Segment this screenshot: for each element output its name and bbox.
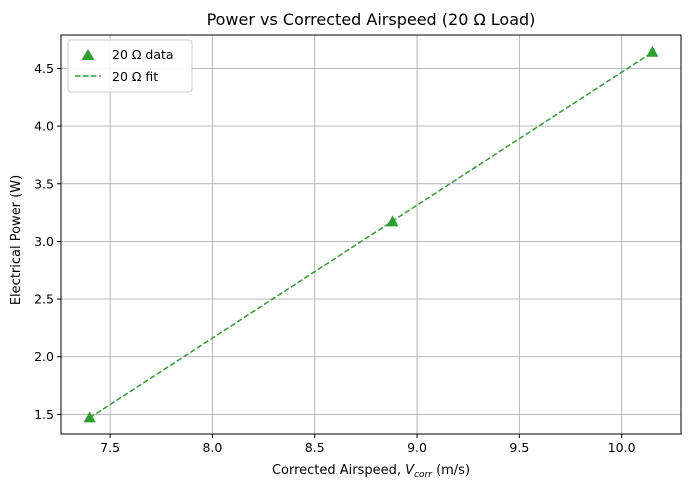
y-tick-label: 2.5 bbox=[34, 292, 54, 307]
axes-frame bbox=[60, 34, 682, 435]
chart-title: Power vs Corrected Airspeed (20 Ω Load) bbox=[207, 10, 536, 29]
x-tick-label: 7.5 bbox=[100, 440, 120, 455]
y-tick-label: 3.0 bbox=[34, 234, 54, 249]
legend-label-data: 20 Ω data bbox=[112, 47, 174, 62]
legend-marker-data bbox=[81, 49, 95, 60]
legend-label-fit: 20 Ω fit bbox=[112, 69, 158, 84]
data-point bbox=[83, 411, 96, 423]
y-tick-label: 4.5 bbox=[34, 61, 54, 76]
legend-box bbox=[67, 39, 193, 93]
data-point bbox=[386, 215, 399, 227]
y-axis-label: Electrical Power (W) bbox=[9, 175, 24, 305]
data-point bbox=[646, 45, 659, 57]
x-axis-label: Corrected Airspeed, Vcorr (m/s) bbox=[272, 463, 470, 480]
y-tick-label: 4.0 bbox=[34, 119, 54, 134]
x-tick-label: 9.0 bbox=[407, 440, 427, 455]
x-tick-label: 8.0 bbox=[202, 440, 222, 455]
ticks: 7.5 8.0 8.5 9.0 9.5 10.0 1.5 2.0 2.5 3.0 3.5 4.0 4.5 bbox=[34, 61, 636, 455]
legend: 20 Ω data 20 Ω fit bbox=[67, 39, 193, 93]
plot-series bbox=[83, 45, 659, 423]
x-tick-label: 8.5 bbox=[305, 440, 325, 455]
x-tick-label: 9.5 bbox=[509, 440, 529, 455]
y-tick-label: 3.5 bbox=[34, 176, 54, 191]
grid bbox=[61, 35, 681, 434]
y-tick-label: 1.5 bbox=[34, 407, 54, 422]
y-tick-label: 2.0 bbox=[34, 349, 54, 364]
x-tick-label: 10.0 bbox=[608, 440, 636, 455]
